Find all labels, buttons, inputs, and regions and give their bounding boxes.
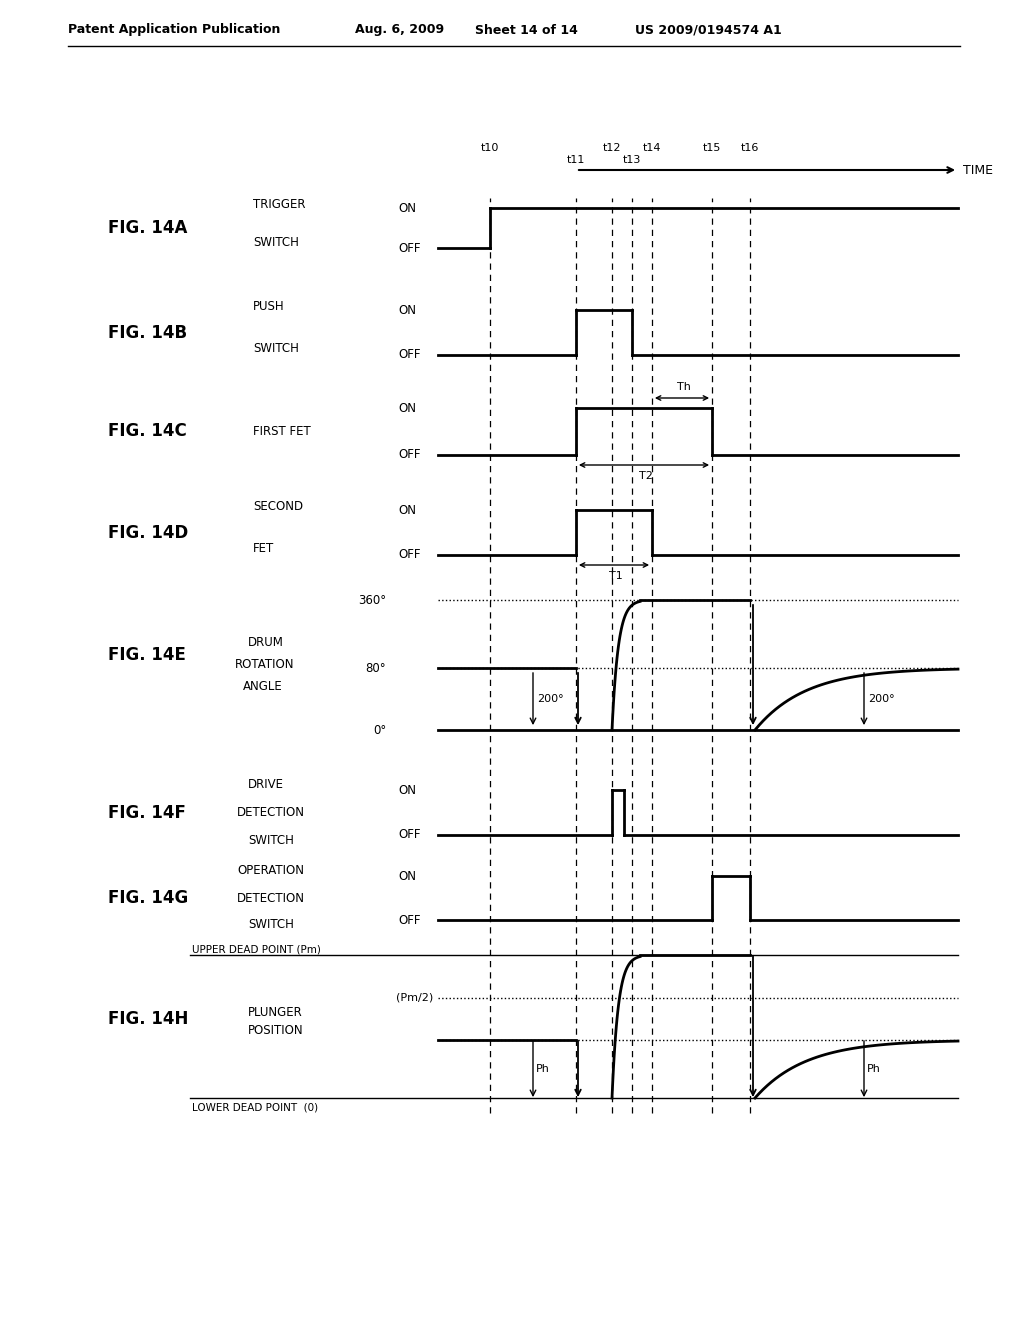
Text: FIG. 14E: FIG. 14E bbox=[108, 645, 186, 664]
Text: Aug. 6, 2009: Aug. 6, 2009 bbox=[355, 24, 444, 37]
Text: ON: ON bbox=[398, 401, 416, 414]
Text: PLUNGER: PLUNGER bbox=[248, 1006, 303, 1019]
Text: SWITCH: SWITCH bbox=[253, 342, 299, 355]
Text: ON: ON bbox=[398, 304, 416, 317]
Text: ANGLE: ANGLE bbox=[243, 681, 283, 693]
Text: t11: t11 bbox=[567, 154, 585, 165]
Text: t14: t14 bbox=[643, 143, 662, 153]
Text: 200°: 200° bbox=[868, 694, 895, 704]
Text: 360°: 360° bbox=[357, 594, 386, 606]
Text: 80°: 80° bbox=[366, 661, 386, 675]
Text: FIG. 14B: FIG. 14B bbox=[108, 323, 187, 342]
Text: FET: FET bbox=[253, 543, 274, 556]
Text: 200°: 200° bbox=[537, 694, 563, 704]
Text: SECOND: SECOND bbox=[253, 499, 303, 512]
Text: FIG. 14A: FIG. 14A bbox=[108, 219, 187, 238]
Text: OFF: OFF bbox=[398, 348, 421, 362]
Text: t12: t12 bbox=[603, 143, 622, 153]
Text: DRUM: DRUM bbox=[248, 636, 284, 649]
Text: DETECTION: DETECTION bbox=[237, 891, 305, 904]
Text: SWITCH: SWITCH bbox=[253, 235, 299, 248]
Text: OFF: OFF bbox=[398, 829, 421, 842]
Text: OFF: OFF bbox=[398, 449, 421, 462]
Text: ROTATION: ROTATION bbox=[234, 659, 295, 672]
Text: FIG. 14F: FIG. 14F bbox=[108, 804, 186, 821]
Text: DETECTION: DETECTION bbox=[237, 807, 305, 818]
Text: ON: ON bbox=[398, 503, 416, 516]
Text: Th: Th bbox=[677, 381, 691, 392]
Text: FIG. 14H: FIG. 14H bbox=[108, 1010, 188, 1027]
Text: T1: T1 bbox=[609, 572, 623, 581]
Text: ON: ON bbox=[398, 202, 416, 214]
Text: Patent Application Publication: Patent Application Publication bbox=[68, 24, 281, 37]
Text: t10: t10 bbox=[481, 143, 499, 153]
Text: t16: t16 bbox=[740, 143, 759, 153]
Text: FIRST FET: FIRST FET bbox=[253, 425, 310, 438]
Text: FIG. 14D: FIG. 14D bbox=[108, 524, 188, 541]
Text: (Pm/2): (Pm/2) bbox=[395, 993, 433, 1003]
Text: LOWER DEAD POINT  (0): LOWER DEAD POINT (0) bbox=[193, 1104, 318, 1113]
Text: SWITCH: SWITCH bbox=[248, 919, 294, 932]
Text: SWITCH: SWITCH bbox=[248, 833, 294, 846]
Text: FIG. 14G: FIG. 14G bbox=[108, 888, 188, 907]
Text: FIG. 14C: FIG. 14C bbox=[108, 422, 186, 441]
Text: t15: t15 bbox=[702, 143, 721, 153]
Text: TRIGGER: TRIGGER bbox=[253, 198, 305, 210]
Text: ON: ON bbox=[398, 870, 416, 883]
Text: 0°: 0° bbox=[373, 723, 386, 737]
Text: OFF: OFF bbox=[398, 913, 421, 927]
Text: Sheet 14 of 14: Sheet 14 of 14 bbox=[475, 24, 578, 37]
Text: ON: ON bbox=[398, 784, 416, 796]
Text: POSITION: POSITION bbox=[248, 1024, 304, 1038]
Text: DRIVE: DRIVE bbox=[248, 779, 284, 792]
Text: Ph: Ph bbox=[536, 1064, 550, 1074]
Text: TIME: TIME bbox=[963, 164, 993, 177]
Text: UPPER DEAD POINT (Pm): UPPER DEAD POINT (Pm) bbox=[193, 944, 321, 954]
Text: OPERATION: OPERATION bbox=[237, 865, 304, 878]
Text: t13: t13 bbox=[623, 154, 641, 165]
Text: OFF: OFF bbox=[398, 242, 421, 255]
Text: PUSH: PUSH bbox=[253, 300, 285, 313]
Text: OFF: OFF bbox=[398, 549, 421, 561]
Text: T2: T2 bbox=[639, 471, 653, 480]
Text: US 2009/0194574 A1: US 2009/0194574 A1 bbox=[635, 24, 781, 37]
Text: Ph: Ph bbox=[867, 1064, 881, 1074]
